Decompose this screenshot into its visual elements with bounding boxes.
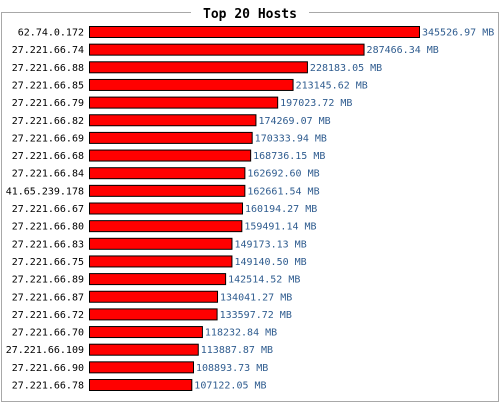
host-bar [89,61,308,74]
host-label: 27.221.66.72 [12,310,84,321]
host-label: 27.221.66.75 [12,257,84,268]
host-bar [89,131,253,144]
host-label: 27.221.66.88 [12,63,84,74]
host-label: 27.221.66.70 [12,328,84,339]
host-label: 27.221.66.69 [12,133,84,144]
value-label: 149173.13 MB [234,239,306,250]
value-label: 149140.50 MB [234,257,306,268]
host-bar [89,26,420,38]
host-bar [89,202,243,215]
host-label: 27.221.66.68 [12,151,84,162]
host-bar [89,308,218,321]
host-label: 27.221.66.82 [12,116,84,127]
host-label: 27.221.66.84 [12,169,84,180]
value-label: 118232.84 MB [205,328,277,339]
value-label: 170333.94 MB [255,133,327,144]
host-bar [89,290,219,303]
host-label: 27.221.66.79 [12,98,84,109]
host-bar [89,96,279,109]
host-bar [89,343,199,356]
title-background [191,4,309,22]
value-label: 168736.15 MB [253,151,325,162]
value-label: 107122.05 MB [194,381,266,392]
value-label: 197023.72 MB [280,98,352,109]
host-bar [89,326,203,339]
host-label: 27.221.66.89 [12,275,84,286]
chart-title: Top 20 Hosts [203,7,297,22]
host-bar [89,237,233,250]
host-label: 27.221.66.87 [12,292,84,303]
host-bar [89,273,227,286]
value-label: 228183.05 MB [310,63,382,74]
value-label: 287466.34 MB [367,45,439,56]
host-label: 27.221.66.85 [12,80,84,91]
host-bar [89,43,365,56]
host-bar [89,114,257,127]
value-label: 345526.97 MB [422,28,494,39]
host-label: 27.221.66.80 [12,222,84,233]
host-label: 27.221.66.78 [12,381,84,392]
host-bar [89,184,246,197]
host-label: 62.74.0.172 [18,28,84,39]
host-label: 27.221.66.109 [6,345,84,356]
value-label: 174269.07 MB [258,116,330,127]
host-label: 27.221.66.83 [12,239,84,250]
value-label: 113887.87 MB [201,345,273,356]
host-bar [89,379,193,391]
host-bar [89,361,195,374]
value-label: 108893.73 MB [196,363,268,374]
host-label: 41.65.239.178 [6,186,84,197]
value-label: 162692.60 MB [247,169,319,180]
bars-group: 62.74.0.172 345526.97 MB 27.221.66.74 28746… [6,26,494,392]
host-bar [89,78,294,91]
value-label: 133597.72 MB [220,310,292,321]
host-bar [89,149,252,162]
host-bar [89,255,233,268]
value-label: 159491.14 MB [244,222,316,233]
host-bar [89,220,243,233]
value-label: 134041.27 MB [220,292,292,303]
value-label: 160194.27 MB [245,204,317,215]
host-label: 27.221.66.90 [12,363,84,374]
value-label: 142514.52 MB [228,275,300,286]
host-bar [89,167,246,180]
host-label: 27.221.66.67 [12,204,84,215]
value-label: 213145.62 MB [296,80,368,91]
value-label: 162661.54 MB [247,186,319,197]
host-label: 27.221.66.74 [12,45,84,56]
